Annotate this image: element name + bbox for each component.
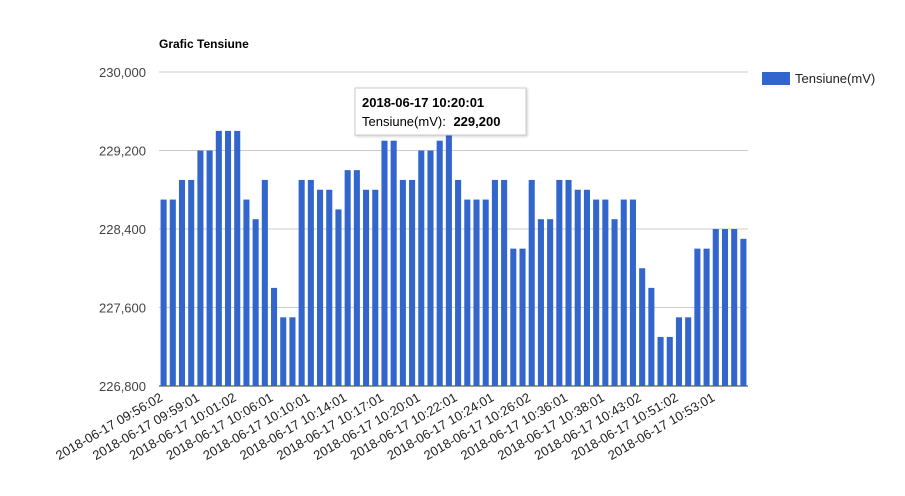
- bar[interactable]: [583, 189, 590, 386]
- bar[interactable]: [335, 209, 342, 387]
- bar[interactable]: [694, 248, 701, 387]
- bar[interactable]: [261, 179, 268, 386]
- bar[interactable]: [455, 179, 462, 386]
- bar[interactable]: [675, 317, 683, 386]
- bar[interactable]: [307, 179, 314, 386]
- bar[interactable]: [685, 317, 692, 386]
- bar[interactable]: [409, 179, 416, 386]
- bar[interactable]: [639, 268, 646, 386]
- bar[interactable]: [280, 317, 287, 386]
- bar[interactable]: [390, 140, 397, 386]
- bar[interactable]: [298, 179, 305, 386]
- tooltip-title: 2018-06-17 10:20:01: [362, 95, 484, 110]
- bar[interactable]: [197, 150, 204, 387]
- bar[interactable]: [206, 150, 213, 387]
- y-tick-label: 230,000: [99, 65, 146, 80]
- bar[interactable]: [482, 199, 489, 386]
- bar[interactable]: [731, 229, 738, 386]
- bar[interactable]: [326, 189, 333, 386]
- bar[interactable]: [712, 229, 719, 386]
- bar[interactable]: [178, 179, 186, 386]
- bar[interactable]: [602, 199, 609, 386]
- bar[interactable]: [271, 287, 278, 387]
- bar[interactable]: [721, 229, 729, 386]
- bar[interactable]: [666, 336, 673, 386]
- y-tick-label: 226,800: [99, 379, 146, 394]
- bar[interactable]: [418, 150, 425, 387]
- bar[interactable]: [353, 170, 360, 387]
- bar[interactable]: [740, 238, 747, 386]
- bar[interactable]: [547, 219, 554, 386]
- bar[interactable]: [537, 219, 544, 386]
- tooltip-label: Tensiune(mV):: [362, 114, 446, 129]
- y-tick-label: 228,400: [99, 222, 146, 237]
- bar[interactable]: [372, 189, 379, 386]
- bar[interactable]: [519, 248, 526, 387]
- bar[interactable]: [215, 130, 222, 387]
- bar[interactable]: [224, 130, 232, 387]
- tooltip-value: 229,200: [453, 114, 500, 129]
- bar[interactable]: [629, 199, 636, 386]
- bar[interactable]: [611, 219, 618, 386]
- bar[interactable]: [243, 199, 250, 386]
- y-tick-label: 229,200: [99, 144, 146, 159]
- bar[interactable]: [344, 170, 351, 387]
- bar[interactable]: [703, 248, 710, 387]
- bar[interactable]: [252, 219, 259, 386]
- bar[interactable]: [501, 179, 508, 386]
- legend-swatch: [762, 72, 790, 85]
- bar[interactable]: [427, 150, 434, 387]
- chart-title: Grafic Tensiune: [159, 37, 249, 51]
- bar[interactable]: [510, 248, 517, 387]
- legend-label: Tensiune(mV): [795, 71, 875, 86]
- bar[interactable]: [593, 199, 600, 386]
- bar[interactable]: [657, 336, 664, 386]
- tooltip: 2018-06-17 10:20:01 Tensiune(mV): 229,20…: [354, 87, 527, 136]
- bar[interactable]: [445, 130, 452, 387]
- bar[interactable]: [160, 199, 167, 386]
- bar[interactable]: [464, 199, 471, 386]
- y-tick-label: 227,600: [99, 301, 146, 316]
- bar[interactable]: [473, 199, 480, 386]
- bar[interactable]: [381, 140, 388, 386]
- tooltip-text: Tensiune(mV): 229,200: [362, 114, 500, 129]
- bar[interactable]: [399, 179, 406, 386]
- bar[interactable]: [169, 199, 176, 386]
- bar[interactable]: [289, 317, 296, 386]
- y-axis-ticks: 230,000 229,200 228,400 227,600 226,800: [99, 65, 146, 394]
- bar[interactable]: [556, 179, 563, 386]
- bar[interactable]: [491, 179, 498, 386]
- bar[interactable]: [188, 179, 195, 386]
- bar[interactable]: [565, 179, 572, 386]
- bar[interactable]: [363, 189, 370, 386]
- bar[interactable]: [574, 189, 581, 386]
- bar[interactable]: [620, 199, 627, 386]
- bars: [160, 130, 747, 387]
- bar[interactable]: [528, 179, 535, 386]
- bar[interactable]: [436, 140, 443, 386]
- bar[interactable]: [317, 189, 324, 386]
- legend: Tensiune(mV): [762, 71, 875, 86]
- bar[interactable]: [234, 130, 241, 387]
- bar[interactable]: [648, 287, 655, 387]
